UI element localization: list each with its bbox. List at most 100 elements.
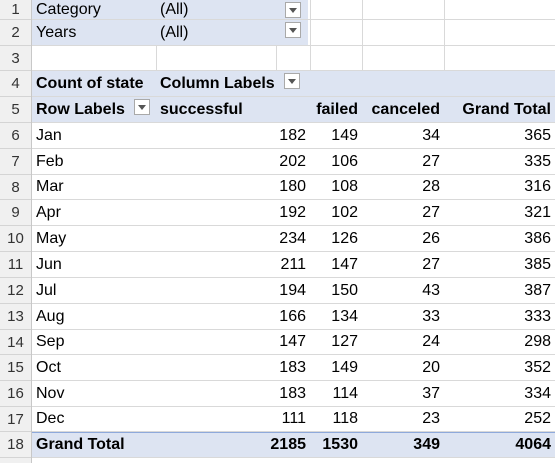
header-successful: successful (160, 100, 243, 118)
value-failed[interactable]: 114 (332, 384, 358, 402)
value-grand-total[interactable]: 252 (524, 410, 551, 427)
filter-dropdown-button[interactable] (285, 2, 301, 18)
row-number-5[interactable]: 5 (0, 97, 31, 123)
row-number-9[interactable]: 9 (0, 200, 31, 226)
value-failed[interactable]: 127 (331, 333, 358, 350)
pivot-value-field: Count of state (36, 74, 144, 92)
value-failed[interactable]: 147 (331, 255, 358, 273)
value-canceled[interactable]: 27 (422, 255, 440, 273)
row-label[interactable]: Mar (36, 178, 64, 195)
value-canceled[interactable]: 33 (422, 307, 440, 325)
pivot-row-sep: Sep 147 127 24 298 (32, 330, 555, 355)
row-number-16[interactable]: 16 (0, 381, 31, 407)
value-failed[interactable]: 102 (331, 203, 358, 221)
value-canceled[interactable]: 27 (422, 152, 440, 170)
row-label[interactable]: Oct (36, 358, 61, 376)
value-grand-total[interactable]: 298 (524, 333, 551, 350)
row-number-17[interactable]: 17 (0, 407, 31, 432)
row-number-1[interactable]: 1 (0, 0, 31, 20)
value-grand-total[interactable]: 321 (524, 203, 551, 221)
total-failed[interactable]: 1530 (322, 436, 358, 453)
total-successful[interactable]: 2185 (270, 436, 306, 453)
value-failed[interactable]: 149 (331, 126, 358, 144)
value-successful[interactable]: 192 (279, 203, 306, 221)
value-grand-total[interactable]: 365 (524, 126, 551, 144)
total-grand-total[interactable]: 4064 (515, 436, 551, 453)
value-grand-total[interactable]: 387 (524, 281, 551, 299)
value-failed[interactable]: 118 (332, 410, 358, 427)
value-successful[interactable]: 183 (279, 358, 306, 376)
value-grand-total[interactable]: 316 (524, 178, 551, 195)
value-successful[interactable]: 211 (280, 255, 306, 273)
value-grand-total[interactable]: 386 (524, 229, 551, 247)
value-successful[interactable]: 111 (281, 410, 306, 427)
pivot-column-headers-row: Row Labels successful failed canceled Grand … (32, 97, 555, 123)
row-label[interactable]: Aug (36, 307, 65, 325)
value-grand-total[interactable]: 352 (524, 358, 551, 376)
value-successful[interactable]: 234 (279, 229, 306, 247)
value-failed[interactable]: 134 (331, 307, 358, 325)
cell-grid: Category (All) Years (All) Count of state Col… (32, 0, 555, 463)
value-grand-total[interactable]: 334 (524, 384, 551, 402)
row-labels-filter-button[interactable] (134, 99, 150, 115)
value-grand-total[interactable]: 385 (524, 255, 551, 273)
row-number-3[interactable]: 3 (0, 46, 31, 71)
row-number-6[interactable]: 6 (0, 123, 31, 149)
value-canceled[interactable]: 20 (422, 358, 440, 376)
row-number-8[interactable]: 8 (0, 175, 31, 200)
value-failed[interactable]: 149 (331, 358, 358, 376)
header-failed: failed (316, 100, 358, 118)
pivot-grand-total-row: Grand Total 2185 1530 349 4064 (32, 432, 555, 458)
value-successful[interactable]: 183 (279, 384, 306, 402)
value-grand-total[interactable]: 335 (524, 152, 551, 170)
value-canceled[interactable]: 34 (422, 126, 440, 144)
pivot-row-may: May 234 126 26 386 (32, 226, 555, 252)
value-canceled[interactable]: 23 (422, 410, 440, 427)
value-canceled[interactable]: 43 (422, 281, 440, 299)
filter-band (32, 0, 308, 19)
row-number-12[interactable]: 12 (0, 278, 31, 304)
row-label[interactable]: Apr (36, 203, 61, 221)
value-canceled[interactable]: 24 (422, 333, 440, 350)
row-number-2[interactable]: 2 (0, 20, 31, 46)
value-canceled[interactable]: 27 (422, 203, 440, 221)
filter-value[interactable]: (All) (160, 0, 189, 18)
filter-band (32, 20, 308, 45)
value-canceled[interactable]: 28 (422, 178, 440, 195)
row-label[interactable]: Dec (36, 410, 65, 427)
value-successful[interactable]: 194 (279, 281, 306, 299)
value-successful[interactable]: 147 (279, 333, 306, 350)
row-number-18[interactable]: 18 (0, 432, 31, 458)
value-successful[interactable]: 166 (279, 307, 306, 325)
value-canceled[interactable]: 26 (422, 229, 440, 247)
value-successful[interactable]: 180 (279, 178, 306, 195)
row-number-15[interactable]: 15 (0, 355, 31, 381)
value-successful[interactable]: 182 (279, 126, 306, 144)
filter-dropdown-button[interactable] (285, 22, 301, 38)
value-failed[interactable]: 126 (331, 229, 358, 247)
row-label[interactable]: Nov (36, 384, 65, 402)
row-number-4[interactable]: 4 (0, 71, 31, 97)
filter-value[interactable]: (All) (160, 23, 189, 41)
value-successful[interactable]: 202 (279, 152, 306, 170)
row-label[interactable]: May (36, 229, 67, 247)
value-grand-total[interactable]: 333 (524, 307, 551, 325)
row-label[interactable]: Sep (36, 333, 65, 350)
value-failed[interactable]: 150 (331, 281, 358, 299)
column-labels-filter-button[interactable] (284, 73, 300, 89)
row-number-14[interactable]: 14 (0, 330, 31, 355)
row-label[interactable]: Feb (36, 152, 64, 170)
value-canceled[interactable]: 37 (422, 384, 440, 402)
chevron-down-icon (289, 7, 297, 13)
value-failed[interactable]: 106 (331, 152, 358, 170)
total-canceled[interactable]: 349 (413, 436, 440, 453)
row-number-7[interactable]: 7 (0, 149, 31, 175)
row-number-13[interactable]: 13 (0, 304, 31, 330)
value-failed[interactable]: 108 (331, 178, 358, 195)
row-number-11[interactable]: 11 (0, 252, 31, 278)
row-label[interactable]: Jul (36, 281, 57, 299)
row-label[interactable]: Jun (36, 255, 62, 273)
row-number-10[interactable]: 10 (0, 226, 31, 252)
row-label[interactable]: Jan (36, 126, 62, 144)
